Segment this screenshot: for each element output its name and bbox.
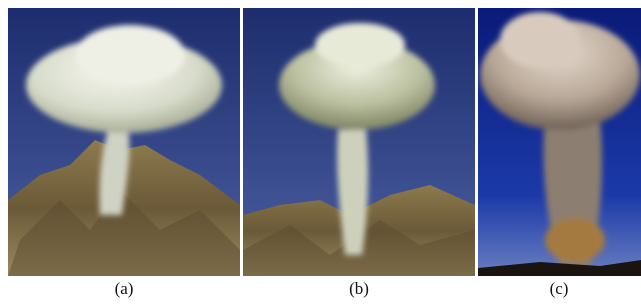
- caption: (a): [115, 279, 134, 298]
- caption: (b): [349, 279, 369, 298]
- panel-c-image: [478, 8, 641, 276]
- panel-a-image: [8, 8, 240, 276]
- caption: (c): [550, 279, 569, 298]
- page: (a) (b) (c) (() => { const data = JSON.p…: [0, 0, 641, 304]
- figure: (a) (b) (c): [0, 0, 641, 304]
- panel-b-image: [243, 8, 475, 276]
